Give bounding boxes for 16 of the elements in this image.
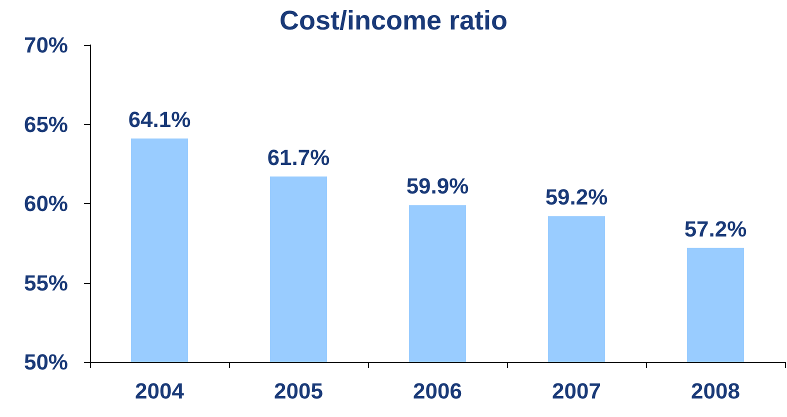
- x-tick-label: 2004: [135, 378, 185, 404]
- y-tick-label: 65%: [24, 112, 68, 137]
- data-label: 59.9%: [406, 174, 469, 199]
- y-tick-label: 50%: [24, 350, 68, 374]
- data-label: 57.2%: [684, 216, 747, 242]
- data-label: 61.7%: [267, 145, 330, 170]
- y-tick-label: 70%: [24, 32, 68, 58]
- chart-title: Cost/income ratio: [279, 6, 508, 36]
- x-tick-label: 2008: [691, 378, 740, 404]
- y-tick-label: 55%: [24, 270, 68, 296]
- x-tick-label: 2005: [274, 378, 323, 404]
- x-tick-label: 2007: [552, 378, 601, 404]
- x-tick-label: 2006: [413, 378, 462, 404]
- data-label: 59.2%: [545, 184, 608, 210]
- y-tick-label: 60%: [24, 191, 68, 216]
- data-label: 64.1%: [128, 107, 191, 132]
